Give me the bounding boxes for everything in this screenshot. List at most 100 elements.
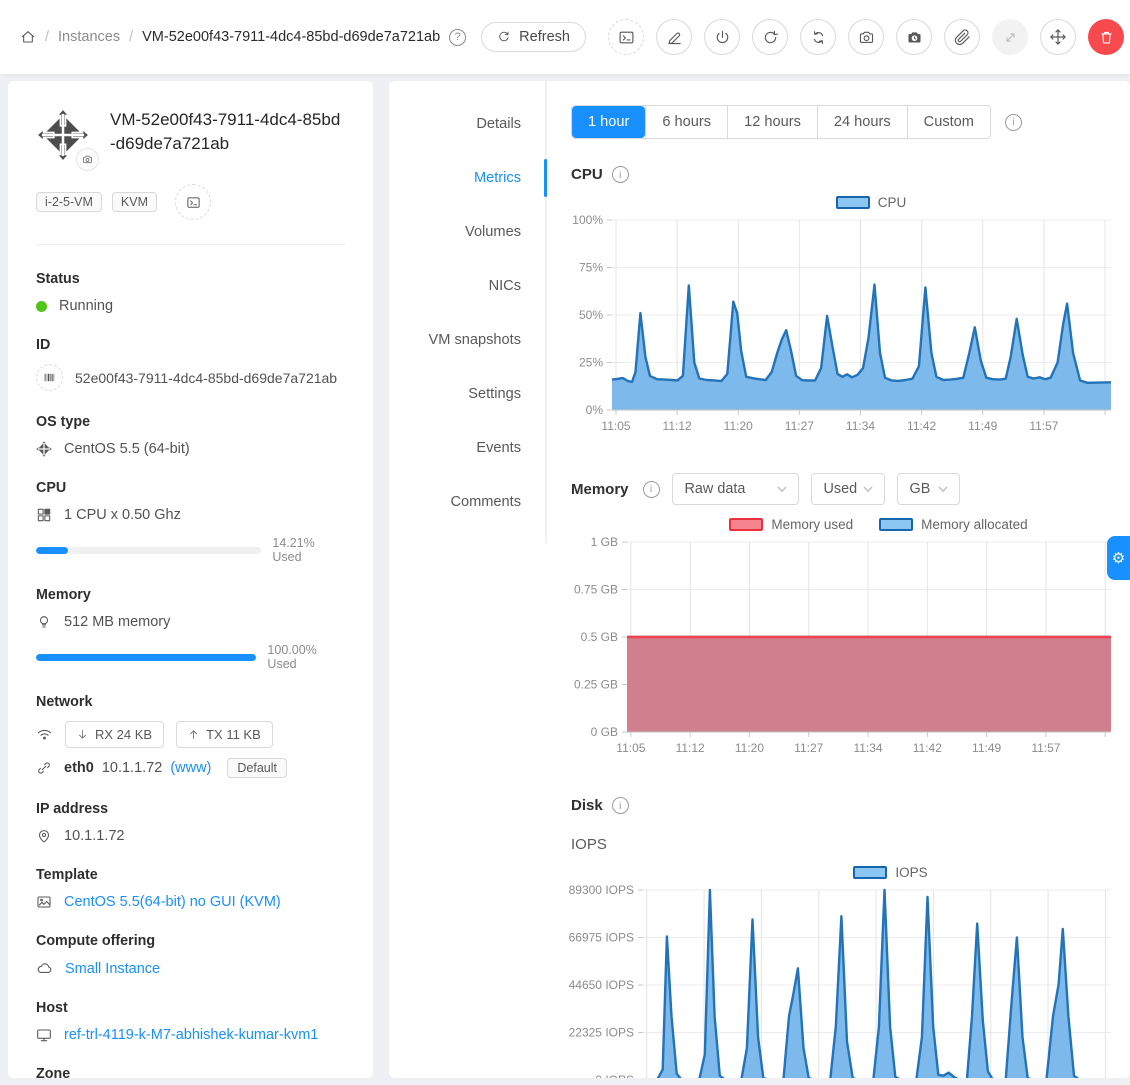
arrow-up-icon xyxy=(190,730,197,739)
id-section: ID 52e00f43-7911-4dc4-85bd-d69de7a721ab xyxy=(36,337,345,391)
os-type-label: OS type xyxy=(36,414,91,430)
range-1-hour-button[interactable]: 1 hour xyxy=(572,106,646,138)
reload-icon xyxy=(499,31,509,42)
rx-button[interactable]: RX 24 KB xyxy=(65,721,165,748)
settings-fab[interactable]: ⚙ xyxy=(1107,536,1130,580)
memory-data-select[interactable]: Raw data xyxy=(671,473,799,505)
attach-iso-button[interactable] xyxy=(944,19,980,55)
console-button[interactable] xyxy=(608,19,644,55)
svg-text:1 GB: 1 GB xyxy=(591,537,618,549)
host-label: Host xyxy=(36,1000,68,1016)
instance-name: VM-52e00f43-7911-4dc4-85bd-d69de7a721ab xyxy=(110,110,341,153)
range-12-hours-button[interactable]: 12 hours xyxy=(727,106,817,138)
scale-vm-button[interactable] xyxy=(992,19,1028,55)
cpu-used-label: 14.21% Used xyxy=(272,536,315,564)
recurring-snapshot-button[interactable] xyxy=(896,19,932,55)
chevron-down-icon xyxy=(777,486,787,492)
legend-swatch xyxy=(729,518,764,531)
memory-unit-select[interactable]: GB xyxy=(896,473,960,505)
template-link[interactable]: CentOS 5.5(64-bit) no GUI (KVM) xyxy=(64,894,281,910)
range-custom-button[interactable]: Custom xyxy=(906,106,990,138)
svg-text:11:42: 11:42 xyxy=(907,419,936,433)
tab-metrics[interactable]: Metrics xyxy=(389,151,547,205)
range-6-hours-button[interactable]: 6 hours xyxy=(645,106,728,138)
breadcrumb-separator: / xyxy=(45,29,50,45)
offering-section: Compute offering Small Instance xyxy=(36,933,345,977)
svg-text:0 GB: 0 GB xyxy=(591,725,618,739)
barcode-icon xyxy=(44,373,55,382)
stop-instance-button[interactable] xyxy=(704,19,740,55)
memory-chart: 0 GB 0.25 GB 0.5 GB 0.75 GB 1 GB 11:05 11:12 11… xyxy=(571,537,1130,765)
network-label: Network xyxy=(36,694,93,710)
legend-item[interactable]: IOPS xyxy=(853,865,928,880)
tab-settings[interactable]: Settings xyxy=(468,386,521,402)
legend-item[interactable]: Memory allocated xyxy=(879,517,1028,532)
nic-name: eth0 xyxy=(64,760,94,776)
svg-text:11:49: 11:49 xyxy=(972,741,1001,755)
nic-ip: 10.1.1.72 xyxy=(101,760,163,776)
status-section: Status Running xyxy=(36,271,345,314)
cloud-icon xyxy=(37,963,52,973)
svg-text:11:34: 11:34 xyxy=(853,741,882,755)
nic-network-link[interactable]: (www) xyxy=(170,760,212,776)
time-range-info-icon[interactable]: i xyxy=(1004,113,1022,131)
bulb-icon xyxy=(39,616,49,628)
tab-volumes[interactable]: Volumes xyxy=(465,224,521,240)
detail-tabs: Details Metrics Volumes NICs VM snapshot… xyxy=(389,81,547,543)
disk-info-icon[interactable]: i xyxy=(611,797,629,814)
open-console-button[interactable] xyxy=(175,184,212,220)
template-picture-icon xyxy=(37,896,51,908)
memory-metric-select[interactable]: Used xyxy=(810,473,885,505)
iops-label: IOPS xyxy=(571,836,607,853)
tab-nics[interactable]: NICs xyxy=(488,278,521,294)
memory-section: Memory 512 MB memory 100.00% Used xyxy=(36,587,345,671)
tab-details[interactable]: Details xyxy=(476,116,521,132)
svg-text:0 IOPS: 0 IOPS xyxy=(595,1073,634,1078)
svg-text:11:57: 11:57 xyxy=(1029,419,1058,433)
tx-button[interactable]: TX 11 KB xyxy=(176,721,273,748)
take-snapshot-button[interactable] xyxy=(848,19,884,55)
breadcrumb-instances-link[interactable]: Instances xyxy=(58,29,121,45)
host-link[interactable]: ref-trl-4119-k-M7-abhishek-kumar-kvm1 xyxy=(64,1027,319,1043)
help-icon[interactable]: ? xyxy=(449,28,467,46)
tab-events[interactable]: Events xyxy=(476,440,521,456)
offering-link[interactable]: Small Instance xyxy=(65,960,161,977)
cpu-chart: 0% 25% 50% 75% 100% 11:05 11:12 11:20 11:27 11:34… xyxy=(571,215,1130,443)
cpu-section: CPU 1 CPU x 0.50 Ghz 14.21% Used xyxy=(36,480,345,564)
nic-default-tag: Default xyxy=(227,758,287,778)
cpu-usage-bar xyxy=(36,546,262,554)
reinstall-instance-button[interactable] xyxy=(800,19,836,55)
migrate-instance-button[interactable] xyxy=(1040,19,1076,55)
disk-chart-header: Disk i xyxy=(571,797,1130,814)
chevron-down-icon xyxy=(938,486,948,492)
memory-used-label: 100.00% Used xyxy=(267,643,317,671)
breadcrumb-separator: / xyxy=(129,29,134,45)
tab-vm-snapshots[interactable]: VM snapshots xyxy=(428,332,521,348)
delete-trash-icon xyxy=(1100,31,1112,44)
refresh-button[interactable]: Refresh xyxy=(481,22,586,52)
svg-text:11:27: 11:27 xyxy=(794,741,823,755)
status-label: Status xyxy=(36,271,80,287)
memory-info-icon[interactable]: i xyxy=(642,480,660,498)
hypervisor-tag: KVM xyxy=(111,192,158,212)
reboot-instance-button[interactable] xyxy=(752,19,788,55)
edit-button[interactable] xyxy=(656,19,692,55)
legend-swatch xyxy=(835,196,870,209)
chevron-down-icon xyxy=(863,486,873,492)
home-icon[interactable] xyxy=(20,29,36,45)
tab-comments[interactable]: Comments xyxy=(450,494,521,510)
range-24-hours-button[interactable]: 24 hours xyxy=(816,106,907,138)
breadcrumb: / Instances / VM-52e00f43-7911-4dc4-85bd… xyxy=(20,22,586,52)
memory-chart-header: Memory i Raw data Used GB xyxy=(571,473,1130,505)
cpu-chart-header: CPU i xyxy=(571,166,1130,183)
power-off-icon xyxy=(716,30,728,43)
status-badge: Running xyxy=(59,298,114,314)
legend-item[interactable]: Memory used xyxy=(729,517,853,532)
destroy-instance-button[interactable] xyxy=(1088,19,1124,55)
legend-label: Memory allocated xyxy=(921,517,1028,532)
cpu-info-icon[interactable]: i xyxy=(611,166,629,183)
host-section: Host ref-trl-4119-k-M7-abhishek-kumar-kv… xyxy=(36,1000,345,1043)
legend-item[interactable]: CPU xyxy=(835,195,906,210)
change-icon-button[interactable] xyxy=(76,148,99,171)
ip-label: IP address xyxy=(36,801,109,817)
